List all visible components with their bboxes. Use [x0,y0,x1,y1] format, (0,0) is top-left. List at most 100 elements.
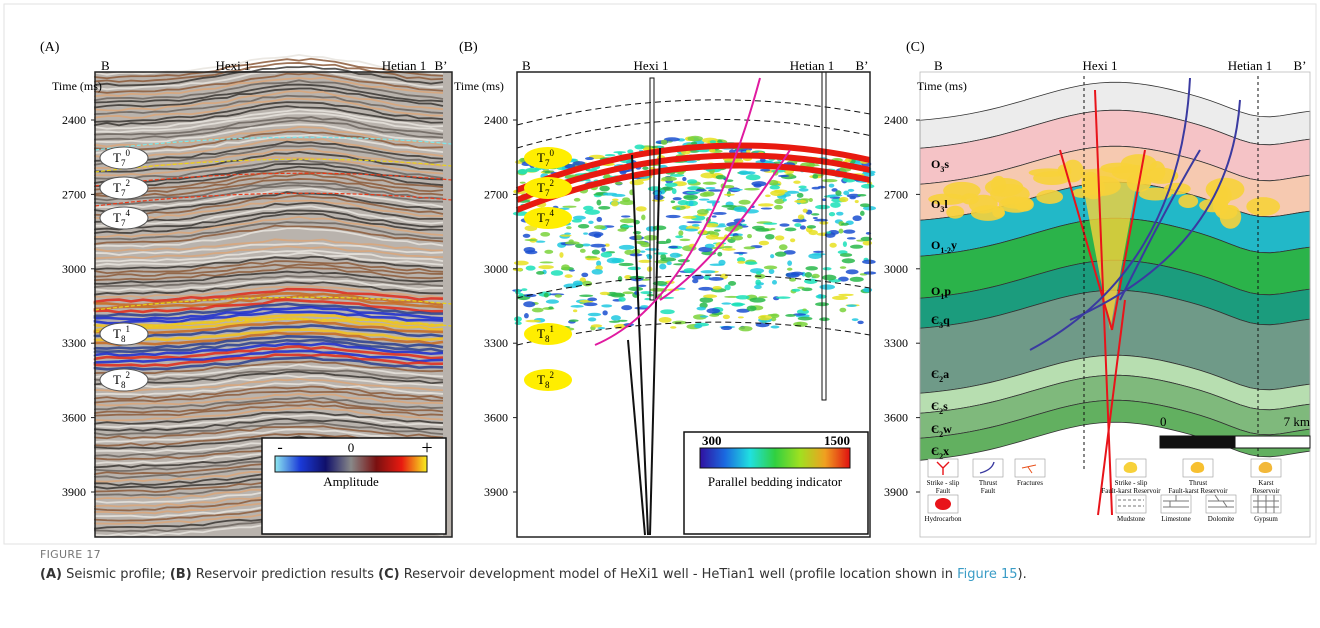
prediction-blob [699,198,710,200]
prediction-blob [669,246,678,249]
prediction-blob [839,197,848,202]
karst-reservoir [1029,168,1068,177]
prediction-blob [539,261,553,263]
prediction-blob [689,200,694,206]
prediction-blob [678,200,689,205]
axis-tick-label: 3900 [484,485,508,499]
prediction-blob [571,305,584,308]
prediction-blob [698,287,713,291]
prediction-blob [847,237,856,239]
prediction-blob [588,221,593,224]
legend-icon-frame [1015,459,1045,477]
prediction-blob [515,322,522,325]
prediction-blob [598,206,610,210]
prediction-blob [779,244,788,250]
prediction-blob [525,239,538,241]
prediction-blob [686,221,702,223]
label-part: 7 [121,218,126,228]
prediction-blob [600,292,610,295]
prediction-blob [700,315,709,317]
label-part: Є [931,367,939,381]
prediction-blob [525,168,539,172]
prediction-blob [700,297,714,303]
prediction-blob [696,307,705,311]
prediction-blob [607,258,621,264]
prediction-blob [710,140,717,143]
prediction-blob [734,252,748,254]
prediction-blob [770,326,779,329]
prediction-blob [588,317,596,321]
prediction-blob [769,269,775,274]
prediction-blob [585,256,597,259]
prediction-blob [585,157,594,160]
karst-reservoir [961,193,979,204]
well-label: B [934,58,943,73]
prediction-blob [708,277,723,281]
label-part: x [943,444,949,458]
label-part: Є [931,399,939,413]
prediction-blob [829,184,835,188]
prediction-blob [526,266,536,271]
prediction-blob [775,235,785,240]
prediction-blob [521,288,527,291]
label-part: 2 [549,178,554,188]
prediction-blob [812,253,826,255]
prediction-blob [843,230,855,234]
prediction-blob [585,209,600,214]
prediction-blob [660,257,676,261]
label-part: 2 [125,178,130,188]
prediction-blob [736,295,750,299]
prediction-blob [619,263,634,266]
prediction-blob [640,250,645,252]
prediction-blob [764,265,777,269]
figure-link[interactable]: Figure 15 [957,567,1017,582]
karst-reservoir [1246,197,1280,216]
prediction-blob [653,281,668,286]
prediction-blob [581,273,588,278]
legend-item-label: Fault [936,487,950,495]
prediction-blob [765,234,774,240]
label-part: O [931,157,940,171]
prediction-blob [738,170,749,175]
label-part: O [931,284,940,298]
prediction-blob [622,197,630,202]
prediction-blob [628,287,643,291]
prediction-blob [721,326,732,330]
axis-tick-label: 3300 [884,336,908,350]
prediction-blob [776,296,791,299]
axis-title: Time (ms) [454,79,504,93]
prediction-blob [544,293,549,298]
prediction-blob [848,189,855,192]
prediction-blob [580,249,586,253]
caption-part: Reservoir prediction results [192,567,378,582]
prediction-blob [573,309,577,312]
prediction-blob [555,294,562,297]
prediction-blob [731,189,743,191]
prediction-blob [721,205,737,208]
prediction-blob [792,219,806,223]
prediction-blob [675,235,683,238]
prediction-blob [597,217,603,222]
page: (A)BHexi 1Hetian 1B’Time (ms)24002700300… [0,0,1320,628]
prediction-blob [621,305,632,310]
label-part: T [537,210,545,225]
prediction-blob [565,241,580,244]
prediction-blob [792,289,801,292]
prediction-blob [546,299,559,303]
label-part: 4 [549,208,554,218]
prediction-blob [670,326,676,329]
legend-icon-frame [1206,495,1236,513]
prediction-blob [692,224,700,227]
scale-start: 0 [1160,414,1167,429]
prediction-blob [687,179,697,183]
label-part: q [943,313,950,327]
prediction-blob [846,269,859,274]
caption-part: Seismic profile; [62,567,170,582]
prediction-blob [843,241,847,247]
scale-end: 7 km [1284,414,1310,429]
prediction-blob [660,309,675,314]
prediction-blob [734,206,747,212]
prediction-blob [715,237,731,240]
label-part: 8 [121,380,126,390]
legend-mid: 0 [348,440,355,455]
